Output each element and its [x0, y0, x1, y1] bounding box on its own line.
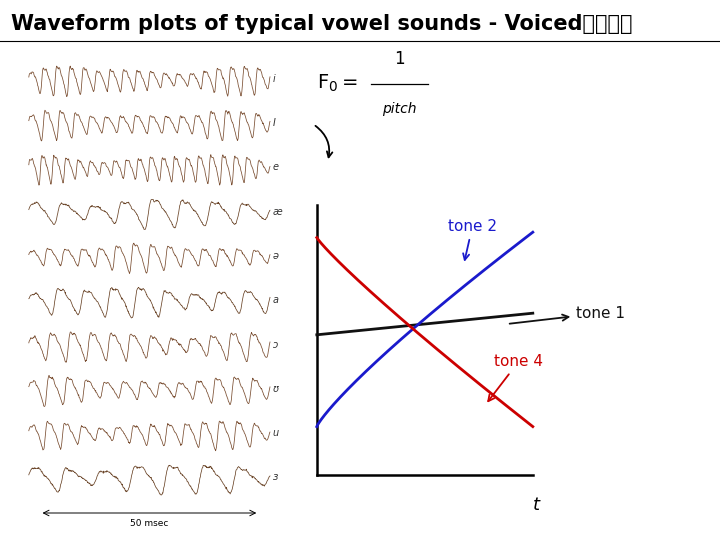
Text: tone 2: tone 2 — [448, 219, 497, 260]
Text: pitch: pitch — [382, 102, 417, 116]
Text: tone 1: tone 1 — [510, 306, 625, 323]
Text: e: e — [273, 163, 279, 172]
Text: Waveform plots of typical vowel sounds - Voiced（濁音）: Waveform plots of typical vowel sounds -… — [11, 14, 632, 33]
Text: ə: ə — [273, 251, 279, 261]
Text: ɜ: ɜ — [273, 472, 278, 482]
Text: I: I — [273, 118, 276, 128]
Text: 50 msec: 50 msec — [130, 519, 168, 529]
Text: tone 4: tone 4 — [488, 354, 543, 401]
Text: ʊ: ʊ — [273, 384, 279, 394]
Text: ɔ: ɔ — [273, 340, 278, 349]
Text: t: t — [533, 496, 540, 514]
Text: i: i — [273, 74, 276, 84]
Text: 1: 1 — [395, 50, 405, 68]
Text: a: a — [273, 295, 279, 305]
Text: u: u — [273, 428, 279, 438]
Text: $\mathsf{F}_0 = $: $\mathsf{F}_0 = $ — [317, 73, 358, 94]
Text: æ: æ — [273, 207, 283, 217]
